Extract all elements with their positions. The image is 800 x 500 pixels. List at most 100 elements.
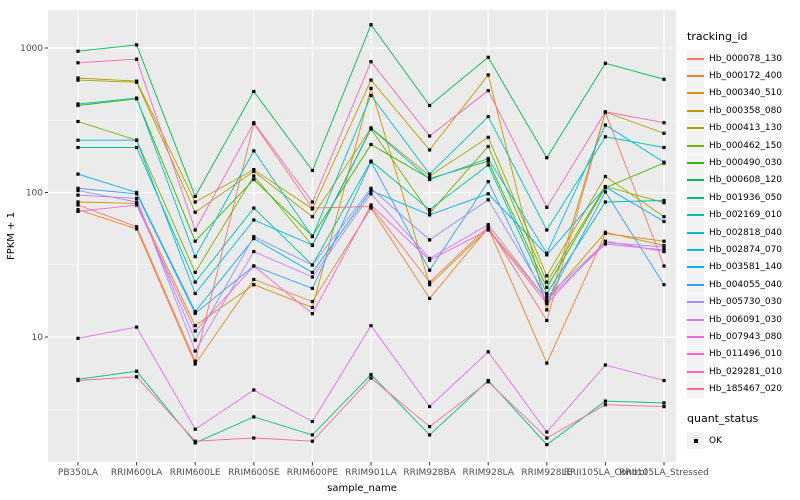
- legend-item-label: Hb_000462_150: [709, 140, 783, 151]
- data-point: [603, 61, 607, 65]
- data-point: [135, 196, 139, 200]
- data-point: [545, 295, 549, 299]
- legend-line-icon: [687, 353, 704, 356]
- x-tick-label: RRIM600LE: [170, 468, 221, 478]
- data-point: [252, 415, 256, 419]
- data-point: [135, 375, 139, 379]
- data-point: [193, 194, 197, 198]
- data-series: [76, 23, 666, 447]
- legend-key-swatch: [687, 154, 704, 172]
- data-point: [486, 228, 490, 232]
- data-point: [428, 238, 432, 242]
- legend-key-swatch: [687, 241, 704, 259]
- data-point: [310, 243, 314, 247]
- data-point: [76, 78, 80, 82]
- x-axis-title: sample_name: [327, 483, 397, 494]
- legend-line-icon: [687, 92, 704, 95]
- legend-item-label: Hb_011496_010: [709, 349, 783, 360]
- data-point: [252, 277, 256, 282]
- data-point: [193, 291, 197, 296]
- data-point: [252, 121, 256, 125]
- data-point: [76, 102, 80, 106]
- data-point: [193, 439, 197, 443]
- data-point: [369, 372, 373, 377]
- data-point: [603, 242, 607, 246]
- data-point: [310, 263, 314, 267]
- data-point: [76, 61, 80, 65]
- legend-key-swatch: [687, 171, 704, 189]
- data-point: [662, 405, 666, 409]
- data-point: [603, 135, 607, 139]
- x-tick-label: RRIM901LA: [345, 468, 397, 478]
- data-point: [369, 189, 373, 193]
- data-point: [310, 207, 314, 211]
- legend-item-label: Hb_003581_140: [709, 262, 783, 273]
- legend-line-icon: [687, 266, 704, 269]
- legend-key-swatch: [687, 328, 704, 346]
- legend-item-Hb_006091_030: Hb_006091_030: [687, 311, 800, 329]
- legend-key-swatch: [687, 206, 704, 224]
- data-point: [603, 185, 607, 189]
- data-point: [252, 235, 256, 239]
- data-point: [545, 443, 549, 447]
- legend-item-label: Hb_000172_400: [709, 71, 783, 82]
- data-point: [135, 43, 139, 47]
- y-tick-label: 10: [32, 333, 44, 343]
- legend-line-icon: [687, 162, 704, 165]
- data-point: [135, 325, 139, 329]
- data-point: [76, 189, 80, 193]
- legend-line-icon: [687, 283, 704, 286]
- legend-line-icon: [687, 248, 704, 251]
- data-point: [603, 123, 607, 127]
- data-point: [193, 359, 197, 363]
- x-tick-label: RRIM928LA: [462, 468, 514, 478]
- data-point: [603, 239, 607, 243]
- data-point: [252, 206, 256, 210]
- data-point: [428, 211, 432, 215]
- legend-item-Hb_005730_030: Hb_005730_030: [687, 293, 800, 311]
- legend-tracking-id-items: Hb_000078_130 Hb_000172_400 Hb_000340_510 H…: [687, 50, 800, 398]
- legend-item-label: Hb_000340_510: [709, 88, 783, 99]
- data-point: [76, 119, 80, 124]
- legend-line-icon: [687, 75, 704, 78]
- legend-key-swatch: [687, 84, 704, 102]
- legend-item-label: Hb_000078_130: [709, 53, 783, 64]
- data-point: [603, 174, 607, 179]
- data-point: [252, 168, 256, 172]
- data-point: [135, 369, 139, 373]
- data-point: [662, 160, 666, 164]
- data-point: [662, 283, 666, 287]
- legend-key-swatch: [687, 432, 704, 449]
- legend-item-label: Hb_029281_010: [709, 366, 783, 377]
- data-point: [603, 230, 607, 234]
- data-point: [252, 237, 256, 241]
- data-point: [193, 311, 197, 315]
- data-point: [369, 160, 373, 164]
- data-point: [135, 145, 139, 150]
- data-point: [486, 55, 490, 59]
- data-point: [193, 338, 197, 342]
- legend-square-point-icon: [693, 438, 698, 443]
- legend-key-swatch: [687, 137, 704, 155]
- data-point: [193, 441, 197, 445]
- data-point: [135, 80, 139, 84]
- data-point: [486, 144, 490, 149]
- data-point: [545, 253, 549, 257]
- data-point: [369, 186, 373, 190]
- data-point: [310, 433, 314, 437]
- data-point: [603, 363, 607, 367]
- data-point: [193, 362, 197, 366]
- data-point: [545, 228, 549, 232]
- legend-item-label: OK: [709, 435, 722, 446]
- data-point: [252, 89, 256, 94]
- data-point: [135, 225, 139, 229]
- data-point: [310, 419, 314, 424]
- data-point: [193, 228, 197, 232]
- legend-key-swatch: [687, 345, 704, 363]
- legend-item-Hb_000078_130: Hb_000078_130: [687, 50, 800, 68]
- data-point: [252, 218, 256, 222]
- data-point: [369, 78, 373, 82]
- data-point: [662, 239, 666, 243]
- data-point: [662, 245, 666, 249]
